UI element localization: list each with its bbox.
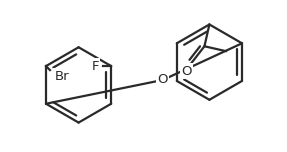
Text: O: O [158,73,168,86]
Text: F: F [92,60,99,73]
Text: O: O [181,65,192,78]
Text: Br: Br [55,69,69,83]
